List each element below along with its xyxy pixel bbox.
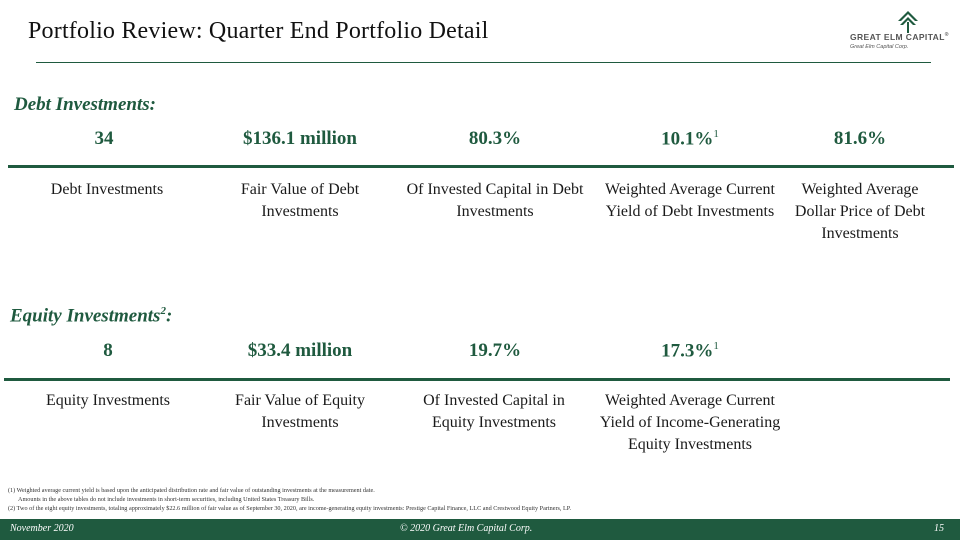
company-logo: GREAT ELM CAPITAL® Great Elm Capital Cor… [848, 10, 958, 54]
footnote-1: (1) Weighted average current yield is ba… [8, 487, 375, 494]
footer-date: November 2020 [10, 523, 74, 534]
footnote-ref-2: 2 [160, 305, 166, 317]
tree-chevron-icon [898, 11, 918, 33]
debt-dollar-price-label: Weighted Average Dollar Price of Debt In… [794, 181, 926, 242]
logo-tagline: Great Elm Capital Corp. [850, 44, 909, 50]
footnote-ref-1: 1 [713, 340, 719, 352]
footer-bar: November 2020 © 2020 Great Elm Capital C… [0, 519, 960, 540]
debt-investments-heading: Debt Investments: [14, 94, 156, 115]
equity-yield-label: Weighted Average Current Yield of Income… [599, 392, 781, 453]
footnote-2: (2) Two of the eight equity investments,… [8, 505, 572, 512]
debt-yield-value: 10.1%1 [661, 128, 719, 150]
equity-investments-heading: Equity Investments2: [10, 305, 173, 327]
equity-count-label: Equity Investments [46, 392, 170, 409]
footnote-ref-1: 1 [713, 128, 719, 140]
debt-fair-value: $136.1 million [242, 128, 357, 149]
title-divider [36, 62, 931, 63]
footer-copyright: © 2020 Great Elm Capital Corp. [400, 523, 533, 534]
equity-invested-capital-label: Of Invested Capital in Equity Investment… [423, 392, 565, 431]
equity-yield-value: 17.3%1 [661, 340, 719, 362]
page-title: Portfolio Review: Quarter End Portfolio … [28, 18, 489, 44]
debt-invested-capital-value: 80.3% [468, 128, 522, 149]
equity-fair-value-label: Fair Value of Equity Investments [235, 392, 365, 431]
equity-count-value: 8 [103, 340, 113, 361]
page-number: 15 [934, 523, 944, 534]
equity-fair-value: $33.4 million [247, 340, 353, 361]
footnote-1-continued: Amounts in the above tables do not inclu… [18, 496, 315, 503]
debt-dollar-price-value: 81.6% [833, 128, 887, 149]
debt-count-label: Debt Investments [50, 181, 164, 198]
equity-divider [4, 378, 950, 381]
debt-invested-capital-label: Of Invested Capital in Debt Investments [406, 181, 584, 220]
equity-invested-capital-value: 19.7% [468, 340, 522, 361]
debt-divider [8, 165, 954, 168]
debt-fair-value-label: Fair Value of Debt Investments [240, 181, 360, 220]
debt-count-value: 34 [94, 128, 114, 149]
logo-name: GREAT ELM CAPITAL® [850, 32, 949, 42]
footnotes: (1) Weighted average current yield is ba… [8, 486, 938, 513]
debt-yield-label: Weighted Average Current Yield of Debt I… [605, 181, 775, 220]
